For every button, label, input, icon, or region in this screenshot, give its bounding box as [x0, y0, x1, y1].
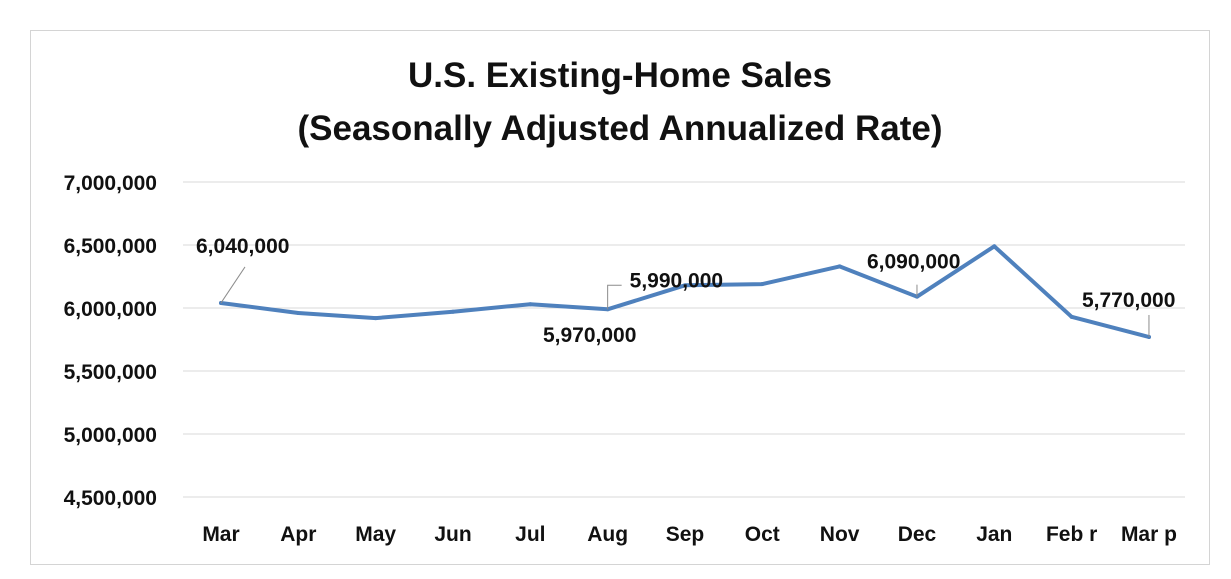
- data-point: [1069, 314, 1074, 319]
- x-tick-label: Nov: [820, 523, 860, 546]
- x-tick-label: Mar: [202, 523, 239, 546]
- y-tick-label: 6,500,000: [64, 235, 157, 258]
- data-label: 5,770,000: [1082, 289, 1175, 312]
- data-label: 5,970,000: [543, 324, 636, 347]
- y-tick-label: 5,000,000: [64, 424, 157, 447]
- data-label-leader: [220, 266, 246, 304]
- data-labels: 6,040,000 5,970,000 5,990,000 6,090,000 5,77…: [196, 235, 1175, 347]
- x-tick-label: Sep: [666, 523, 705, 546]
- x-tick-label: Jan: [976, 523, 1012, 546]
- data-point: [682, 283, 687, 288]
- x-tick-label: Jul: [515, 523, 545, 546]
- chart-title: U.S. Existing-Home Sales (Seasonally Adj…: [297, 56, 942, 148]
- chart-title-line-1: U.S. Existing-Home Sales: [408, 56, 832, 95]
- data-point: [296, 311, 301, 316]
- data-point: [450, 309, 455, 314]
- y-axis-ticks: 7,000,000 6,500,000 6,000,000 5,500,000 5,00…: [64, 172, 157, 510]
- x-tick-label: Mar p: [1121, 523, 1177, 546]
- gridlines: [183, 181, 1185, 498]
- data-point: [837, 264, 842, 269]
- data-point: [373, 316, 378, 321]
- data-label: 6,090,000: [867, 251, 960, 274]
- data-label: 5,990,000: [630, 269, 723, 292]
- y-tick-label: 6,000,000: [64, 298, 157, 321]
- x-tick-label: Feb r: [1046, 523, 1097, 546]
- x-tick-label: Aug: [587, 523, 628, 546]
- x-tick-label: Oct: [745, 523, 780, 546]
- y-tick-label: 5,500,000: [64, 361, 157, 384]
- x-tick-label: Dec: [898, 523, 937, 546]
- x-tick-label: Apr: [280, 523, 316, 546]
- x-tick-label: May: [355, 523, 396, 546]
- chart-title-line-2: (Seasonally Adjusted Annualized Rate): [297, 109, 942, 148]
- chart-area: [30, 30, 1210, 565]
- data-point: [528, 302, 533, 307]
- data-point: [992, 244, 997, 249]
- data-point: [760, 282, 765, 287]
- y-tick-label: 4,500,000: [64, 487, 157, 510]
- y-tick-label: 7,000,000: [64, 172, 157, 195]
- data-label-leader: [607, 284, 622, 310]
- series: [219, 244, 1151, 339]
- x-axis-ticks: Mar Apr May Jun Jul Aug Sep Oct Nov Dec Jan Feb r Ma…: [202, 523, 1177, 546]
- x-tick-label: Jun: [434, 523, 471, 546]
- data-label: 6,040,000: [196, 235, 289, 258]
